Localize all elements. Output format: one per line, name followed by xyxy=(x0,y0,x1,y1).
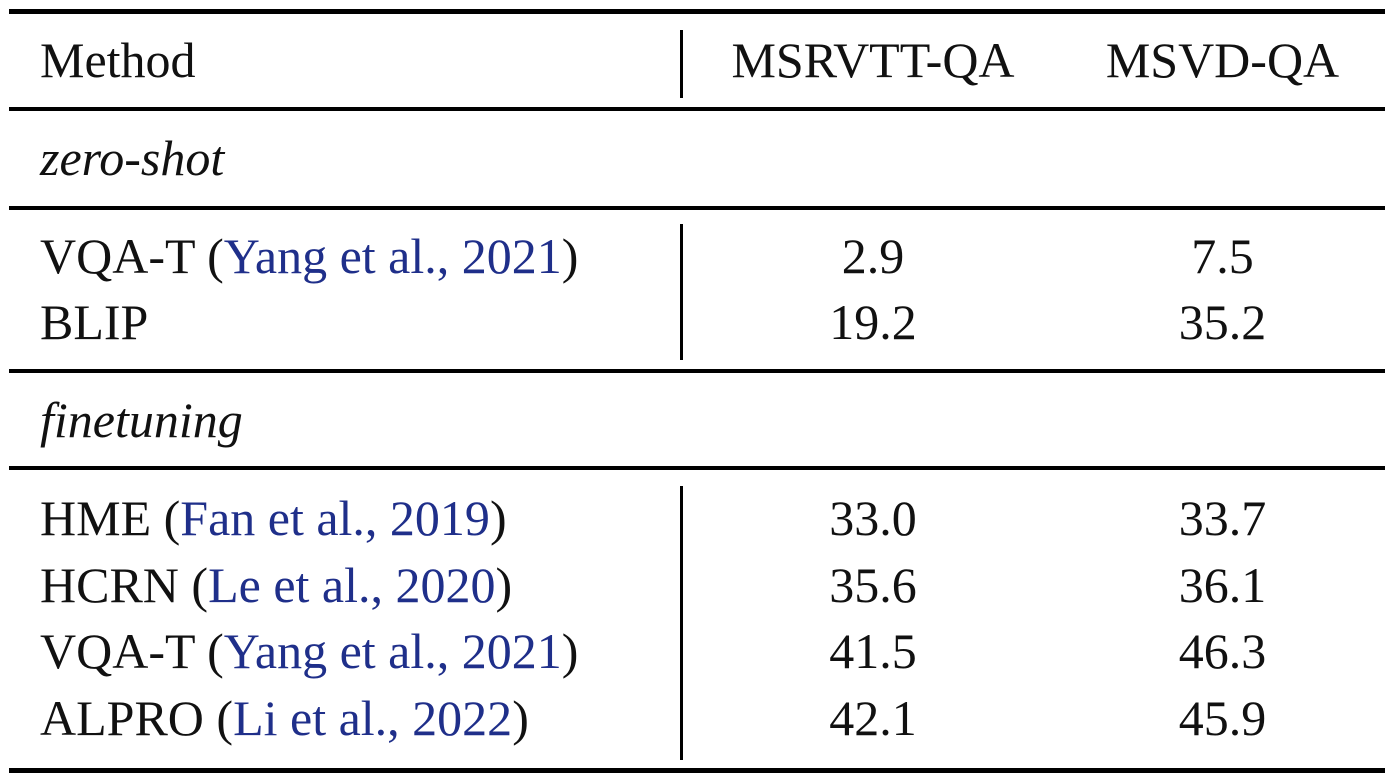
header-method: Method xyxy=(40,32,196,88)
method-cell: VQA-T (Yang et al., 2021) xyxy=(40,623,579,679)
method-cell: HME (Fan et al., 2019) xyxy=(40,490,507,546)
msrvtt-value: 33.0 xyxy=(829,490,917,546)
method-cell: ALPRO (Li et al., 2022) xyxy=(40,690,529,746)
msvd-value: 35.2 xyxy=(1178,294,1267,350)
msrvtt-value: 35.6 xyxy=(829,557,917,613)
method-name: VQA-T xyxy=(40,623,195,679)
zero-shot-vline xyxy=(680,224,683,360)
msrvtt-value: 19.2 xyxy=(829,294,917,350)
top-rule xyxy=(9,9,1385,14)
msvd-value: 45.9 xyxy=(1178,690,1267,746)
msrvtt-value: 42.1 xyxy=(829,690,917,746)
zero-shot-rule xyxy=(9,206,1385,210)
finetuning-rule xyxy=(9,466,1385,470)
method-cell: HCRN (Le et al., 2020) xyxy=(40,557,513,613)
header-msrvtt-qa: MSRVTT-QA xyxy=(731,32,1015,88)
method-name: BLIP xyxy=(40,294,149,350)
method-cell: BLIP xyxy=(40,292,148,352)
msvd-value: 7.5 xyxy=(1191,228,1254,284)
method-name: VQA-T xyxy=(40,228,195,284)
finetuning-vline xyxy=(680,486,683,760)
section-divider-rule xyxy=(9,369,1385,373)
header-msvd-qa: MSVD-QA xyxy=(1105,32,1340,88)
msvd-value: 33.7 xyxy=(1178,490,1267,546)
msvd-value: 36.1 xyxy=(1178,557,1267,613)
citation-link[interactable]: Yang et al., 2021 xyxy=(223,623,562,679)
method-name: HME xyxy=(40,490,152,546)
citation-link[interactable]: Le et al., 2020 xyxy=(208,557,496,613)
method-name: HCRN xyxy=(40,557,179,613)
citation-link[interactable]: Fan et al., 2019 xyxy=(180,490,490,546)
msvd-value: 46.3 xyxy=(1178,623,1267,679)
header-rule xyxy=(9,107,1385,111)
msrvtt-value: 41.5 xyxy=(829,623,917,679)
citation-link[interactable]: Li et al., 2022 xyxy=(233,690,513,746)
section-title-zero-shot: zero-shot xyxy=(40,130,225,186)
header-vline xyxy=(680,30,683,98)
section-title-finetuning: finetuning xyxy=(40,392,243,448)
method-name: ALPRO xyxy=(40,690,204,746)
citation-link[interactable]: Yang et al., 2021 xyxy=(223,228,562,284)
method-cell: VQA-T (Yang et al., 2021) xyxy=(40,228,579,284)
bottom-rule xyxy=(9,768,1385,773)
msrvtt-value: 2.9 xyxy=(841,228,905,284)
